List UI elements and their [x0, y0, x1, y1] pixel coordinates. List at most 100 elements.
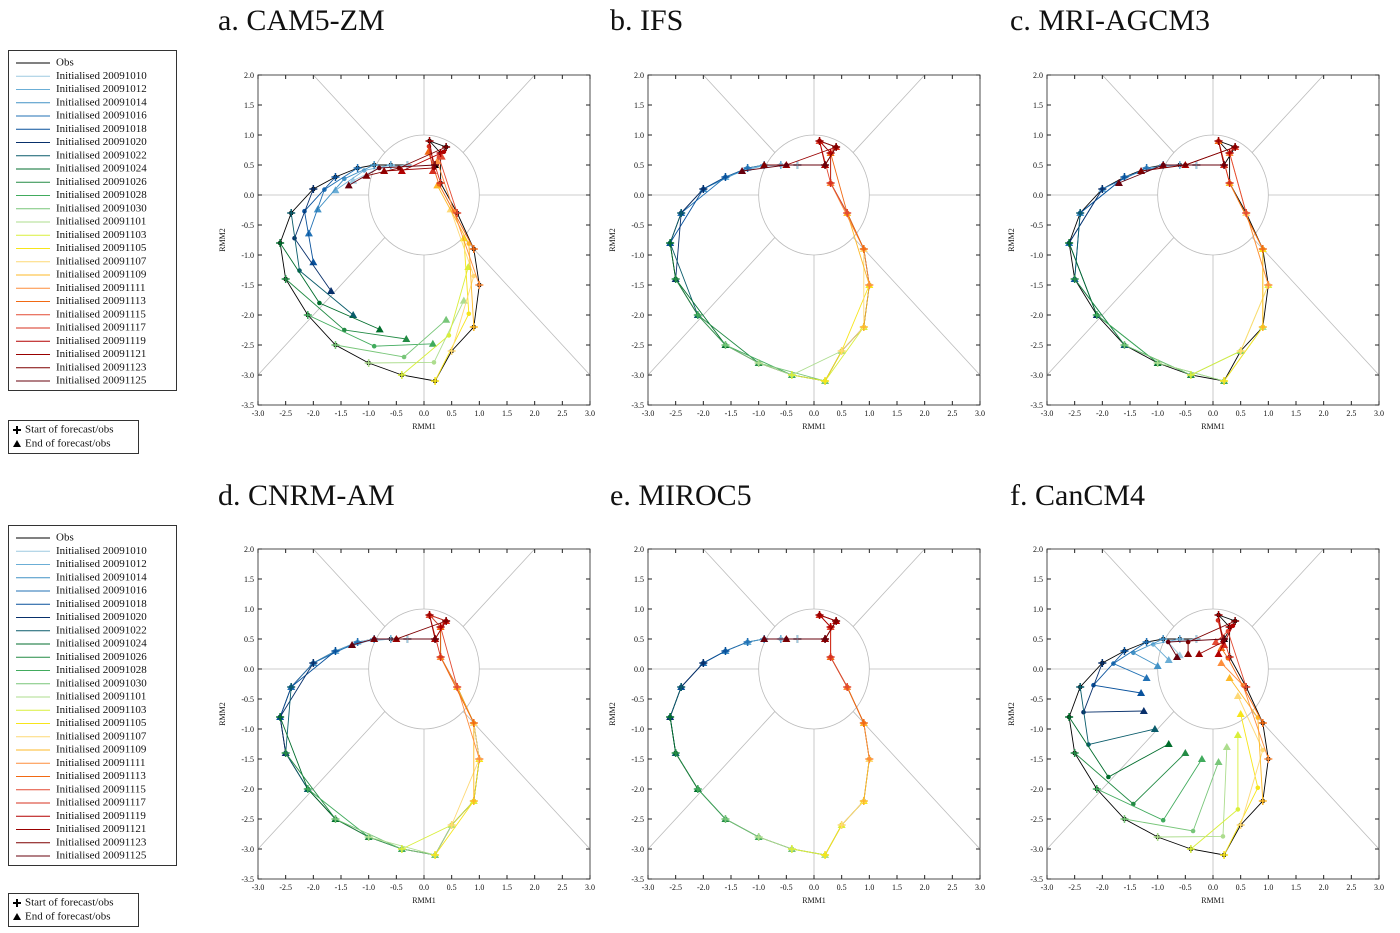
legend-label: Initialised 20091117 — [56, 797, 146, 809]
y-tick-label: 2.0 — [634, 545, 644, 554]
point — [376, 165, 382, 171]
end-marker — [442, 315, 451, 323]
trajectory — [1096, 758, 1203, 821]
y-tick-label: 1.5 — [1033, 101, 1043, 110]
point — [784, 162, 789, 168]
x-tick-label: 3.0 — [975, 883, 985, 892]
start-marker — [1076, 209, 1085, 217]
panel: d. CNRM-AM -3.0 -2.5 -2.0 -1.5 -1.0 -0.5 0.0 0.5… — [218, 479, 595, 905]
x-tick-label: 1.5 — [892, 883, 902, 892]
start-marker — [425, 137, 434, 145]
start-marker — [1092, 311, 1101, 319]
end-marker — [1173, 653, 1182, 660]
trajectory — [434, 758, 480, 856]
x-tick-label: 0.0 — [419, 409, 429, 418]
end-marker — [1164, 740, 1173, 747]
x-tick-label: 1.0 — [864, 409, 874, 418]
trajectory — [1092, 650, 1142, 694]
x-tick-label: 2.0 — [920, 409, 930, 418]
start-marker — [287, 209, 296, 217]
trajectory — [669, 662, 704, 718]
x-tick-label: 2.5 — [1346, 883, 1356, 892]
end-marker — [1164, 656, 1173, 663]
legend-label: Initialised 20091024 — [56, 638, 147, 650]
phase-line — [647, 711, 776, 850]
end-marker — [738, 167, 747, 174]
x-tick-label: -3.0 — [642, 409, 655, 418]
marker-key-box — [8, 420, 139, 454]
point — [441, 149, 447, 155]
x-axis-label: RMM1 — [1201, 422, 1225, 431]
start-marker — [309, 185, 318, 193]
legend-label: Initialised 20091111 — [56, 282, 146, 294]
x-tick-label: -2.5 — [669, 409, 682, 418]
start-marker — [787, 845, 796, 853]
y-tick-label: 0.5 — [634, 161, 644, 170]
point — [317, 300, 322, 306]
y-tick-label: 0.0 — [1033, 665, 1043, 674]
trajectory — [669, 176, 726, 244]
start-marker — [287, 683, 296, 691]
start-marker — [1065, 239, 1074, 247]
start-marker — [671, 275, 680, 283]
trajectory — [1068, 188, 1103, 316]
trajectory — [401, 800, 475, 850]
y-tick-label: -2.0 — [1030, 311, 1043, 320]
x-tick-label: 3.0 — [975, 409, 985, 418]
end-marker — [402, 335, 411, 342]
x-tick-label: 0.0 — [1208, 883, 1218, 892]
legend-label: Initialised 20091121 — [56, 823, 146, 835]
point — [371, 343, 377, 349]
x-tick-label: 1.0 — [1263, 409, 1273, 418]
start-marker — [1186, 845, 1195, 853]
phase-line — [462, 711, 591, 850]
x-tick-label: 0.0 — [419, 883, 429, 892]
start-marker — [865, 755, 874, 763]
x-tick-label: -0.5 — [780, 883, 793, 892]
start-marker — [309, 659, 318, 667]
end-marker — [397, 167, 406, 174]
phase-line — [852, 237, 981, 376]
end-marker — [1139, 707, 1148, 714]
trajectory — [1074, 278, 1192, 376]
start-marker — [431, 851, 440, 859]
y-tick-label: -0.5 — [241, 695, 254, 704]
trajectory — [285, 752, 369, 838]
start-marker — [370, 161, 379, 169]
start-marker — [787, 371, 796, 379]
y-tick-label: -2.0 — [631, 785, 644, 794]
trajectory — [824, 284, 870, 382]
start-marker — [859, 323, 868, 331]
start-marker — [331, 173, 340, 181]
start-marker — [442, 143, 451, 151]
start-marker — [1070, 275, 1079, 283]
marker-key-label: End of forecast/obs — [25, 438, 111, 450]
y-tick-label: -3.5 — [631, 875, 644, 884]
point — [1230, 623, 1236, 629]
trajectory — [303, 176, 336, 263]
start-marker — [447, 821, 456, 829]
y-tick-label: -1.0 — [241, 725, 254, 734]
x-tick-label: -1.5 — [1124, 409, 1137, 418]
y-axis-label: RMM2 — [608, 228, 617, 252]
x-tick-label: -1.5 — [725, 409, 738, 418]
phase-line — [852, 74, 925, 153]
end-marker — [375, 325, 384, 333]
start-marker — [475, 755, 484, 763]
legend-label: Initialised 20091014 — [56, 571, 147, 583]
trajectory — [791, 326, 865, 382]
unit-circle — [368, 608, 480, 730]
phase-line — [647, 237, 776, 376]
trajectory — [1068, 614, 1269, 856]
end-marker — [437, 152, 446, 160]
legend-label: Initialised 20091103 — [56, 704, 147, 716]
legend-label: Initialised 20091022 — [56, 149, 147, 161]
x-tick-label: -1.0 — [362, 409, 375, 418]
y-tick-label: -1.5 — [1030, 755, 1043, 764]
panel-title: c. MRI-AGCM3 — [1010, 4, 1210, 37]
plus-icon — [13, 899, 21, 907]
x-tick-label: 0.5 — [1236, 883, 1246, 892]
end-marker — [1137, 689, 1146, 696]
y-tick-label: -3.0 — [631, 845, 644, 854]
y-tick-label: 0.5 — [244, 635, 254, 644]
